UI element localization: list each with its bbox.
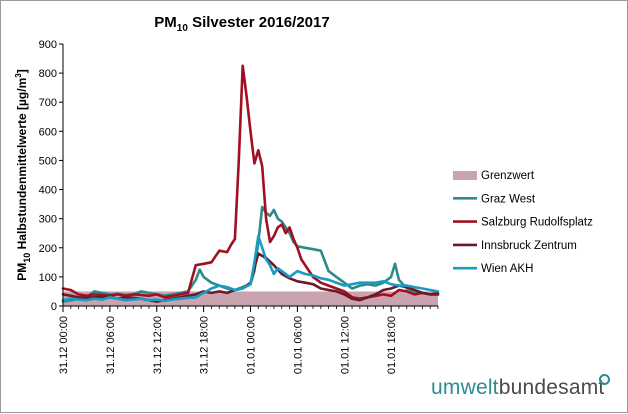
- series-line-1: [61, 64, 440, 301]
- x-tick-label-2: 31.12 12:00: [152, 316, 164, 374]
- chart-title: PM10 Silvester 2016/2017: [154, 14, 329, 34]
- chart-title-text: PM10 Silvester 2016/2017: [154, 14, 329, 34]
- y-axis-label-text: PM10 Halbstundenmittelwerte [µg/m3]: [14, 69, 32, 280]
- legend: Grenzwert Graz West Salzburg Rudolfsplatz I…: [453, 170, 593, 275]
- x-tick-label-3: 31.12 18:00: [199, 316, 211, 374]
- x-tick-label-1: 31.12 06:00: [105, 316, 117, 374]
- brand-part2: bundesamt: [498, 376, 605, 399]
- series-line-3: [61, 234, 440, 303]
- y-tick-label-6: 600: [39, 126, 57, 138]
- series-lines: [61, 64, 440, 303]
- y-tick-label-8: 800: [39, 68, 57, 80]
- y-tick-label-9: 900: [39, 39, 57, 51]
- legend-label-2: Salzburg Rudolfsplatz: [481, 217, 593, 229]
- y-tick-label-7: 700: [39, 97, 57, 109]
- x-tick-label-7: 01.01 18:00: [386, 316, 398, 374]
- legend-swatch-0: [453, 171, 477, 180]
- y-tick-label-0: 0: [51, 301, 57, 313]
- axes: 0 100 200 300 400 500 600 700 800 900 31.12 00:00 3…: [39, 39, 439, 374]
- y-tick-label-2: 200: [39, 243, 57, 255]
- x-tick-label-0: 31.12 00:00: [58, 316, 70, 374]
- y-axis-label: PM10 Halbstundenmittelwerte [µg/m3]: [14, 69, 32, 280]
- x-tick-label-4: 01.01 00:00: [246, 316, 258, 374]
- y-tick-label-3: 300: [39, 214, 57, 226]
- brand-mark-icon: [599, 374, 610, 385]
- brand-logo: umweltbundesamt: [431, 376, 604, 400]
- y-tick-label-4: 400: [39, 185, 57, 197]
- legend-label-1: Graz West: [481, 193, 536, 205]
- legend-label-3: Innsbruck Zentrum: [481, 240, 577, 252]
- y-tick-label-1: 100: [39, 272, 57, 284]
- brand-part1: umwelt: [431, 376, 499, 399]
- y-tick-label-5: 500: [39, 155, 57, 167]
- series-line-0: [61, 205, 440, 303]
- legend-label-4: Wien AKH: [481, 263, 533, 275]
- x-tick-label-5: 01.01 06:00: [292, 316, 304, 374]
- x-tick-label-6: 01.01 12:00: [339, 316, 351, 374]
- legend-label-0: Grenzwert: [481, 170, 535, 182]
